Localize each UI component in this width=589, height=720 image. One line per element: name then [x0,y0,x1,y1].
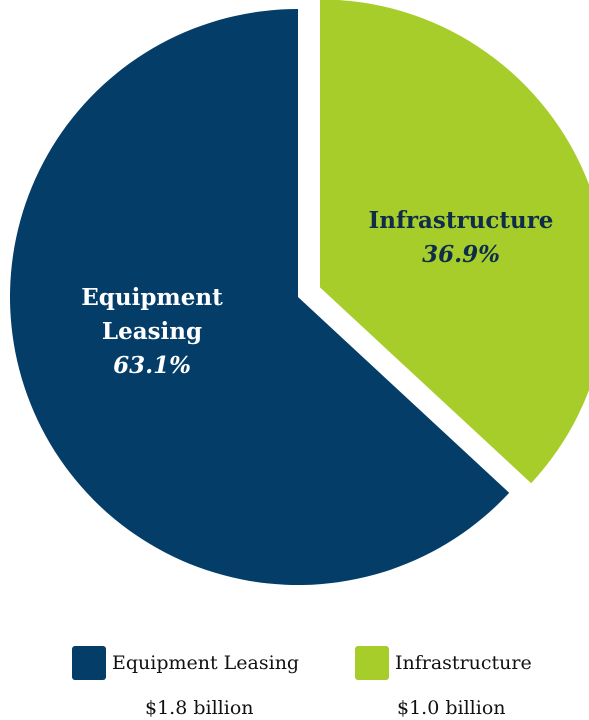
legend-label: Infrastructure [395,652,532,674]
pie-slice-equipment-leasing [10,9,510,585]
slice-label-line: Leasing [101,318,203,345]
legend-label: Equipment Leasing [112,652,300,674]
slice-label-equipment-leasing: Equipment Leasing 63.1% [52,281,252,383]
slice-percent-label: 63.1% [113,352,191,379]
legend-swatch [72,646,106,680]
amount-infrastructure: $1.0 billion [397,697,506,719]
slice-percent-label: 36.9% [422,241,500,268]
pie-slice-infrastructure [319,0,589,484]
legend-swatch [355,646,389,680]
legend-item-equipment-leasing: Equipment Leasing [72,645,299,681]
slice-label-line: Equipment [81,284,223,311]
slice-label-infrastructure: Infrastructure 36.9% [355,204,567,272]
amount-equipment-leasing: $1.8 billion [145,697,254,719]
pie-chart [10,0,589,585]
legend-item-infrastructure: Infrastructure [355,645,532,681]
slice-label-line: Infrastructure [368,207,554,234]
